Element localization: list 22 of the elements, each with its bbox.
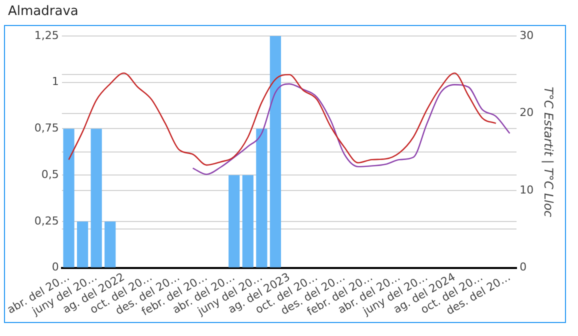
y-tick-label: 1: [52, 75, 59, 88]
bar: [90, 128, 102, 268]
bar: [228, 175, 240, 268]
chart-title: Almadrava: [8, 4, 80, 19]
y-tick-label: 0: [52, 260, 59, 274]
line-series: [68, 72, 497, 166]
y2-axis-title: T°C Estartit | T°C Lloc: [542, 86, 556, 218]
y-tick-label: 0,25: [34, 214, 59, 228]
bar: [76, 221, 88, 268]
bar: [104, 221, 116, 268]
line-series: [192, 83, 510, 175]
y2-tick-label: 30: [520, 28, 534, 42]
y-tick-label: 0,75: [34, 122, 59, 135]
y-tick-label: 0,5: [41, 168, 59, 181]
bar: [256, 128, 268, 268]
bar: [63, 128, 74, 268]
y2-tick-label: 20: [520, 106, 534, 120]
bar: [270, 36, 282, 268]
y2-tick-label: 0: [520, 260, 527, 274]
y2-tick-label: 10: [520, 183, 534, 196]
y-tick-label: 1,25: [34, 28, 59, 42]
bar: [242, 175, 254, 268]
